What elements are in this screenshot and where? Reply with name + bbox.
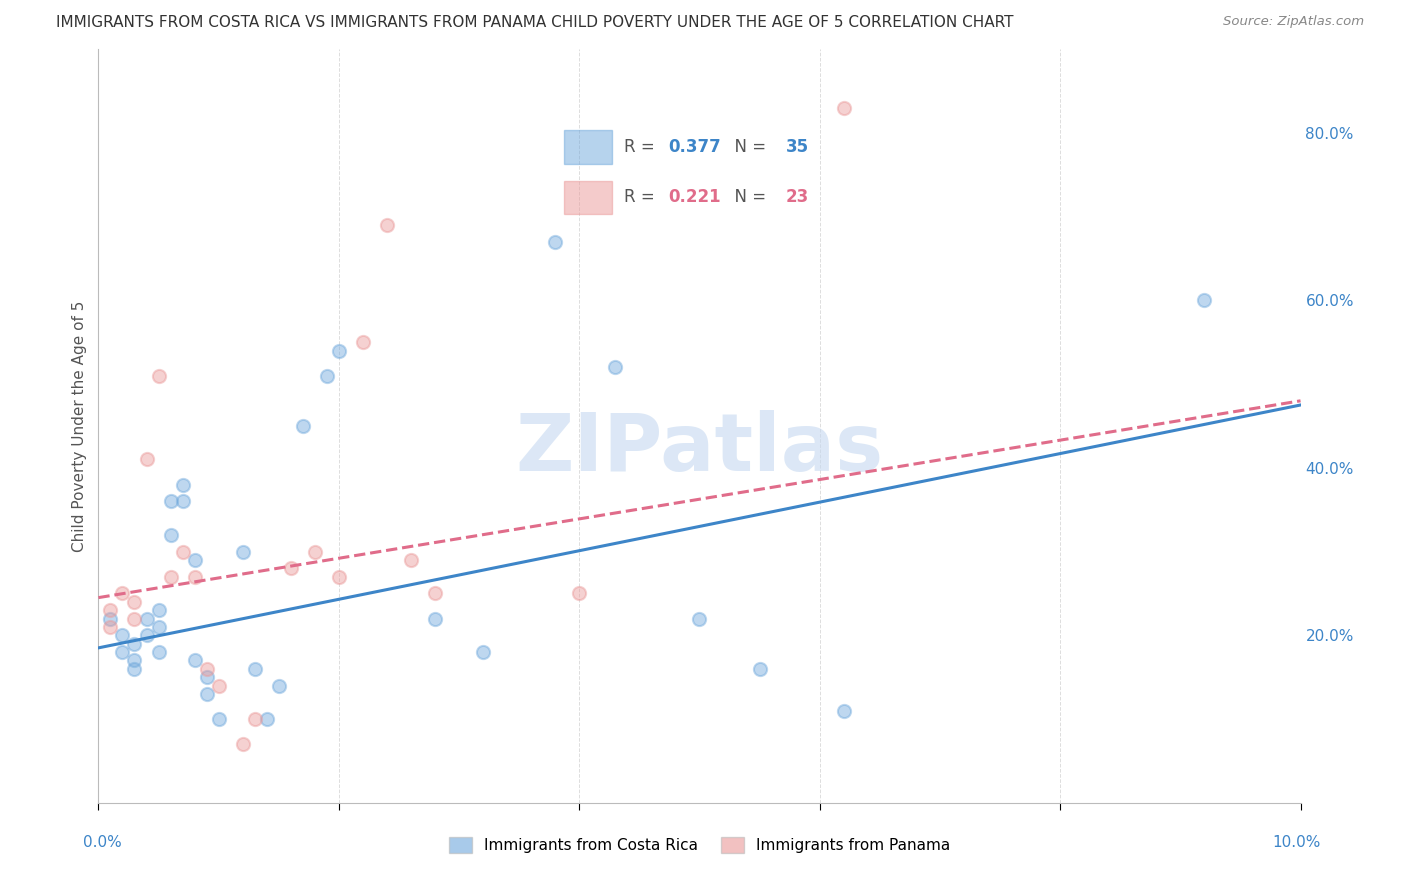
Text: 0.221: 0.221 — [668, 188, 720, 206]
Text: N =: N = — [724, 138, 772, 156]
Point — [148, 620, 170, 634]
Point — [124, 595, 146, 609]
Point — [605, 360, 627, 375]
Text: ZIPatlas: ZIPatlas — [516, 409, 883, 488]
Point — [100, 603, 122, 617]
Point — [280, 561, 302, 575]
Point — [243, 712, 266, 726]
Point — [832, 101, 855, 115]
Text: Source: ZipAtlas.com: Source: ZipAtlas.com — [1223, 15, 1364, 29]
Point — [568, 586, 591, 600]
Point — [124, 662, 146, 676]
Point — [135, 611, 157, 625]
Point — [172, 477, 194, 491]
Text: 0.0%: 0.0% — [83, 836, 122, 850]
Text: 23: 23 — [786, 188, 810, 206]
Text: IMMIGRANTS FROM COSTA RICA VS IMMIGRANTS FROM PANAMA CHILD POVERTY UNDER THE AGE: IMMIGRANTS FROM COSTA RICA VS IMMIGRANTS… — [56, 15, 1014, 30]
Point — [100, 620, 122, 634]
Point — [195, 662, 218, 676]
Point — [159, 528, 181, 542]
Point — [472, 645, 495, 659]
Text: 0.377: 0.377 — [668, 138, 721, 156]
Point — [328, 343, 350, 358]
FancyBboxPatch shape — [564, 180, 612, 214]
Point — [208, 679, 231, 693]
Point — [256, 712, 278, 726]
Point — [159, 570, 181, 584]
Point — [111, 628, 134, 642]
Legend: Immigrants from Costa Rica, Immigrants from Panama: Immigrants from Costa Rica, Immigrants f… — [443, 831, 956, 859]
Point — [111, 586, 134, 600]
Point — [183, 653, 205, 667]
Text: 35: 35 — [786, 138, 808, 156]
Point — [399, 553, 422, 567]
Point — [124, 653, 146, 667]
Point — [124, 637, 146, 651]
Point — [267, 679, 290, 693]
Point — [195, 670, 218, 684]
Text: N =: N = — [724, 188, 772, 206]
Point — [423, 586, 446, 600]
Point — [423, 611, 446, 625]
Point — [148, 645, 170, 659]
Point — [243, 662, 266, 676]
Point — [375, 218, 398, 232]
Point — [315, 368, 337, 383]
Y-axis label: Child Poverty Under the Age of 5: Child Poverty Under the Age of 5 — [72, 301, 87, 551]
Text: R =: R = — [624, 188, 661, 206]
Point — [208, 712, 231, 726]
Point — [328, 570, 350, 584]
Point — [195, 687, 218, 701]
Point — [172, 544, 194, 558]
Point — [183, 553, 205, 567]
Point — [232, 737, 254, 751]
Point — [832, 704, 855, 718]
Point — [148, 368, 170, 383]
Point — [304, 544, 326, 558]
Point — [124, 611, 146, 625]
FancyBboxPatch shape — [564, 130, 612, 164]
Point — [135, 452, 157, 467]
Point — [748, 662, 770, 676]
Point — [111, 645, 134, 659]
Text: R =: R = — [624, 138, 661, 156]
Point — [172, 494, 194, 508]
Point — [148, 603, 170, 617]
Point — [100, 611, 122, 625]
Text: 10.0%: 10.0% — [1272, 836, 1320, 850]
Point — [159, 494, 181, 508]
Point — [1194, 293, 1216, 308]
Point — [183, 570, 205, 584]
Point — [291, 419, 314, 434]
Point — [135, 628, 157, 642]
Point — [689, 611, 711, 625]
Point — [352, 335, 374, 350]
Point — [544, 235, 567, 249]
Point — [232, 544, 254, 558]
